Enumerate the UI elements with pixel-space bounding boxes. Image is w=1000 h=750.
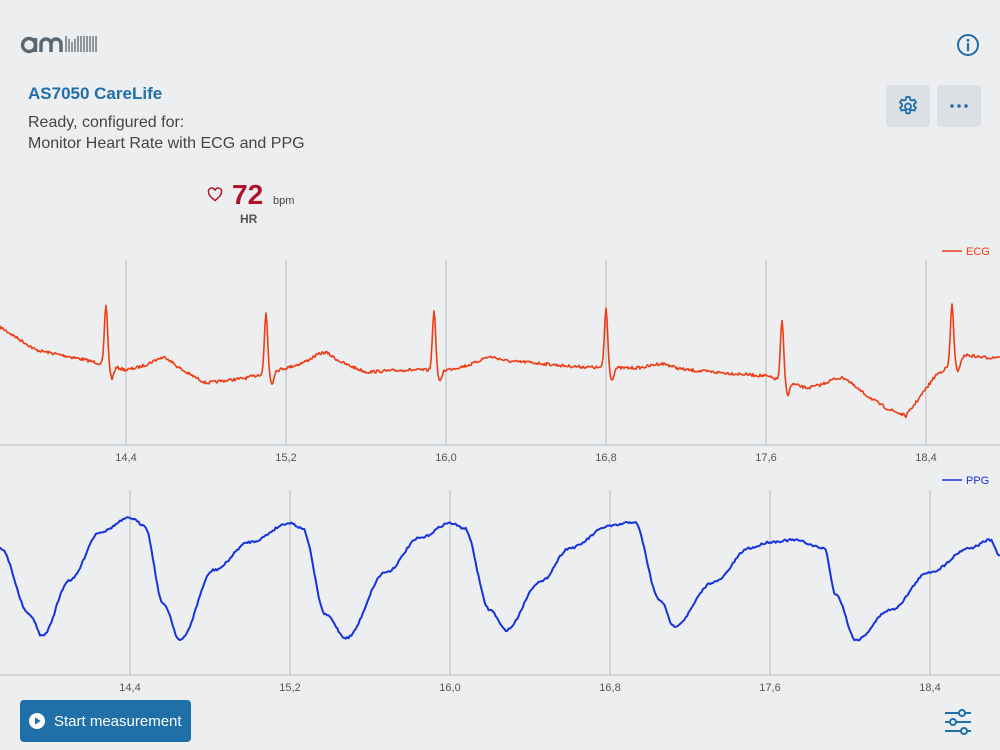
configuration-text: Monitor Heart Rate with ECG and PPG — [28, 135, 305, 152]
more-options-button[interactable] — [937, 85, 981, 127]
ppg-tick-label: 17,6 — [759, 682, 780, 694]
settings-button[interactable] — [886, 85, 930, 127]
ecg-tick-label: 14,4 — [115, 452, 136, 464]
start-measurement-button[interactable]: Start measurement — [20, 700, 191, 742]
ecg-chart: 14,4 15,2 16,0 16,8 17,6 18,4 ECG — [0, 246, 1000, 464]
ecg-legend-label: ECG — [966, 246, 990, 258]
ppg-tick-label: 14,4 — [119, 682, 140, 694]
ecg-tick-label: 16,8 — [595, 452, 616, 464]
play-circle-icon — [29, 713, 45, 729]
status-text: Ready, configured for: — [28, 114, 185, 131]
device-title: AS7050 CareLife — [28, 84, 163, 103]
info-circle-icon[interactable] — [955, 32, 981, 58]
ppg-tick-label: 16,0 — [439, 682, 460, 694]
heart-rate-display: 72 bpm HR — [205, 178, 305, 228]
heart-rate-label: HR — [240, 212, 258, 226]
ppg-tick-label: 18,4 — [919, 682, 940, 694]
ppg-legend-label: PPG — [966, 475, 989, 487]
ecg-tick-label: 18,4 — [915, 452, 936, 464]
ecg-tick-label: 15,2 — [275, 452, 296, 464]
ppg-grid — [129, 490, 931, 675]
ecg-tick-label: 17,6 — [755, 452, 776, 464]
ecg-tick-label: 16,0 — [435, 452, 456, 464]
ecg-tick-labels: 14,4 15,2 16,0 16,8 17,6 18,4 — [115, 452, 936, 464]
sliders-icon[interactable] — [943, 708, 973, 736]
ams-logo — [20, 36, 97, 54]
ppg-series-line — [0, 516, 1000, 642]
heart-icon — [207, 187, 223, 202]
start-measurement-label: Start measurement — [54, 712, 182, 730]
ppg-tick-label: 15,2 — [279, 682, 300, 694]
ellipsis-icon — [950, 104, 968, 108]
ecg-series-line — [0, 303, 1000, 419]
ppg-tick-labels: 14,4 15,2 16,0 16,8 17,6 18,4 — [119, 682, 940, 694]
gear-icon — [899, 96, 917, 115]
heart-rate-value: 72 — [232, 179, 264, 210]
ppg-tick-label: 16,8 — [599, 682, 620, 694]
ecg-grid — [125, 260, 927, 445]
ppg-chart: 14,4 15,2 16,0 16,8 17,6 18,4 PPG — [0, 475, 1000, 694]
heart-rate-unit: bpm — [273, 195, 295, 207]
